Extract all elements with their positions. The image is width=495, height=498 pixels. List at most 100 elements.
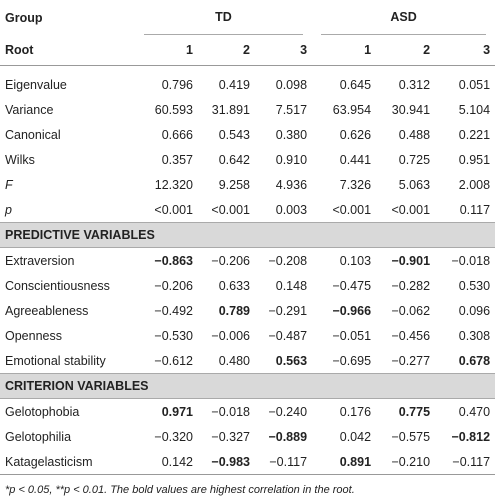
data-row: Extraversion −0.863 −0.206 −0.208 0.103 −0.90… (0, 248, 495, 274)
root-number: 1 (135, 35, 198, 66)
cell: 0.148 (275, 278, 308, 293)
cell: −0.282 (391, 278, 431, 293)
cell: 60.593 (154, 102, 193, 117)
cell: −0.018 (451, 253, 491, 268)
section-title: PREDICTIVE VARIABLES (0, 222, 495, 248)
root-number: 2 (376, 35, 436, 66)
row-label: Canonical (5, 127, 61, 142)
cell: −0.206 (154, 278, 193, 293)
cell: 0.308 (458, 328, 491, 343)
cell: <0.001 (211, 202, 250, 217)
row-label: Extraversion (5, 253, 75, 268)
root-number: 1 (312, 35, 377, 66)
cell: 5.063 (398, 177, 431, 192)
root-label: Root (0, 35, 135, 66)
cell: 0.357 (161, 152, 193, 167)
row-label: F (5, 177, 13, 192)
cell: −0.530 (154, 328, 193, 343)
cell: −0.320 (154, 429, 193, 444)
data-row: Emotional stability −0.612 0.480 0.563 −0.69… (0, 348, 495, 374)
row-label: Eigenvalue (5, 77, 67, 92)
cell: −0.812 (451, 429, 491, 444)
data-row: Canonical 0.666 0.543 0.380 0.626 0.488 0.221 (0, 122, 495, 147)
data-row: Openness −0.530 −0.006 −0.487 −0.051 −0.456 0.… (0, 323, 495, 348)
cell: 4.936 (275, 177, 308, 192)
data-row: Wilks 0.357 0.642 0.910 0.441 0.725 0.951 (0, 147, 495, 172)
row-label: Gelotophobia (5, 404, 80, 419)
cell: 0.951 (458, 152, 491, 167)
cell: <0.001 (154, 202, 193, 217)
data-row: Gelotophobia 0.971 −0.018 −0.240 0.176 0.775 0… (0, 399, 495, 425)
group-name: TD (144, 0, 304, 35)
cell: −0.051 (332, 328, 372, 343)
cell: 0.775 (398, 404, 431, 419)
cell: −0.062 (391, 303, 431, 318)
cell: 0.645 (339, 77, 372, 92)
group-header-row: Group TD ASD (0, 0, 495, 35)
cell: 7.517 (275, 102, 308, 117)
cell: 7.326 (339, 177, 372, 192)
section-title: CRITERION VARIABLES (0, 373, 495, 399)
cell: 0.441 (339, 152, 372, 167)
cell: −0.456 (391, 328, 431, 343)
cell: 0.971 (161, 404, 193, 419)
section-row: CRITERION VARIABLES (0, 373, 495, 399)
cell: 0.312 (398, 77, 431, 92)
cell: 0.419 (218, 77, 250, 92)
cell: −0.966 (332, 303, 372, 318)
cell: 0.098 (275, 77, 308, 92)
data-row: Eigenvalue 0.796 0.419 0.098 0.645 0.312 0.051 (0, 66, 495, 98)
cell: 0.042 (339, 429, 372, 444)
footnote: *p < 0.05, **p < 0.01. The bold values a… (0, 474, 495, 498)
cell: −0.277 (391, 353, 431, 368)
cell: −0.889 (268, 429, 308, 444)
cell: 2.008 (458, 177, 491, 192)
data-row: Variance 60.593 31.891 7.517 63.954 30.941 5.1… (0, 97, 495, 122)
cell: −0.475 (332, 278, 372, 293)
cell: −0.695 (332, 353, 372, 368)
root-number: 3 (255, 35, 313, 66)
data-row: Agreeableness −0.492 0.789 −0.291 −0.966 −0.0… (0, 298, 495, 323)
cell: −0.018 (211, 404, 250, 419)
data-row: Katagelasticism 0.142 −0.983 −0.117 0.891 −0.… (0, 449, 495, 474)
section-row: PREDICTIVE VARIABLES (0, 222, 495, 248)
row-label: Katagelasticism (5, 454, 93, 469)
cell: 0.796 (161, 77, 193, 92)
cell: 0.380 (275, 127, 308, 142)
table-body: Eigenvalue 0.796 0.419 0.098 0.645 0.312 0.051… (0, 66, 495, 475)
cell: −0.206 (211, 253, 250, 268)
cell: −0.117 (269, 454, 308, 469)
cell: 0.470 (458, 404, 491, 419)
cell: 0.003 (275, 202, 308, 217)
group-name: ASD (321, 0, 487, 35)
cell: −0.327 (211, 429, 250, 444)
cell: −0.240 (268, 404, 308, 419)
data-row: F 12.320 9.258 4.936 7.326 5.063 2.008 (0, 172, 495, 197)
root-number: 3 (435, 35, 495, 66)
cell: −0.208 (268, 253, 308, 268)
root-number: 2 (198, 35, 255, 66)
cell: 12.320 (154, 177, 193, 192)
cell: 0.666 (161, 127, 193, 142)
row-label: Emotional stability (5, 353, 106, 368)
cell: −0.901 (391, 253, 431, 268)
cell: −0.487 (268, 328, 308, 343)
cell: <0.001 (391, 202, 431, 217)
cell: 0.480 (218, 353, 250, 368)
cell: 9.258 (218, 177, 250, 192)
row-label: Gelotophilia (5, 429, 72, 444)
group-label: Group (5, 10, 43, 25)
cell: 0.642 (218, 152, 250, 167)
cell: −0.210 (391, 454, 431, 469)
cell: 0.117 (459, 202, 491, 217)
cell: 0.678 (458, 353, 491, 368)
cell: 0.096 (458, 303, 491, 318)
row-label: Conscientiousness (5, 278, 110, 293)
cell: 0.633 (218, 278, 250, 293)
cell: 0.891 (339, 454, 372, 469)
data-row: Gelotophilia −0.320 −0.327 −0.889 0.042 −0.57… (0, 424, 495, 449)
cell: 0.051 (458, 77, 491, 92)
